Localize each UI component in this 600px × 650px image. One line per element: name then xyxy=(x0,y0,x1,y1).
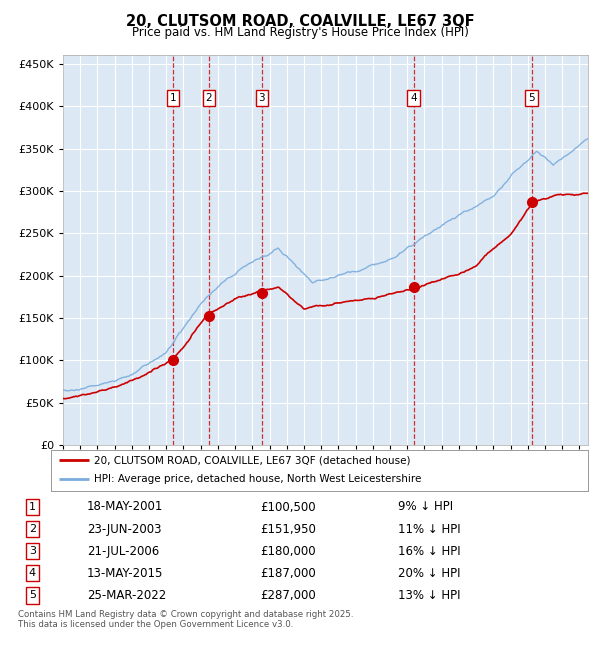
Text: HPI: Average price, detached house, North West Leicestershire: HPI: Average price, detached house, Nort… xyxy=(94,474,421,484)
Text: 11% ↓ HPI: 11% ↓ HPI xyxy=(398,523,461,536)
Text: £187,000: £187,000 xyxy=(260,567,316,580)
Text: 5: 5 xyxy=(529,93,535,103)
Text: Price paid vs. HM Land Registry's House Price Index (HPI): Price paid vs. HM Land Registry's House … xyxy=(131,26,469,39)
Text: 13-MAY-2015: 13-MAY-2015 xyxy=(87,567,163,580)
Text: 3: 3 xyxy=(29,546,36,556)
Text: 20, CLUTSOM ROAD, COALVILLE, LE67 3QF: 20, CLUTSOM ROAD, COALVILLE, LE67 3QF xyxy=(125,14,475,29)
Text: 3: 3 xyxy=(259,93,265,103)
Text: 20% ↓ HPI: 20% ↓ HPI xyxy=(398,567,461,580)
Text: 20, CLUTSOM ROAD, COALVILLE, LE67 3QF (detached house): 20, CLUTSOM ROAD, COALVILLE, LE67 3QF (d… xyxy=(94,455,410,465)
Text: 4: 4 xyxy=(29,568,36,578)
Text: £180,000: £180,000 xyxy=(260,545,316,558)
Text: 23-JUN-2003: 23-JUN-2003 xyxy=(87,523,161,536)
Text: 21-JUL-2006: 21-JUL-2006 xyxy=(87,545,160,558)
Text: 1: 1 xyxy=(29,502,36,512)
Text: 5: 5 xyxy=(29,590,36,601)
Text: 2: 2 xyxy=(29,524,36,534)
Text: 13% ↓ HPI: 13% ↓ HPI xyxy=(398,589,461,602)
Text: 16% ↓ HPI: 16% ↓ HPI xyxy=(398,545,461,558)
Text: 25-MAR-2022: 25-MAR-2022 xyxy=(87,589,166,602)
Text: £100,500: £100,500 xyxy=(260,500,316,514)
Text: 4: 4 xyxy=(410,93,417,103)
Text: 1: 1 xyxy=(170,93,176,103)
Text: £287,000: £287,000 xyxy=(260,589,316,602)
Text: 18-MAY-2001: 18-MAY-2001 xyxy=(87,500,163,514)
Text: 2: 2 xyxy=(206,93,212,103)
Text: Contains HM Land Registry data © Crown copyright and database right 2025.
This d: Contains HM Land Registry data © Crown c… xyxy=(18,610,353,629)
Text: £151,950: £151,950 xyxy=(260,523,316,536)
Text: 9% ↓ HPI: 9% ↓ HPI xyxy=(398,500,453,514)
